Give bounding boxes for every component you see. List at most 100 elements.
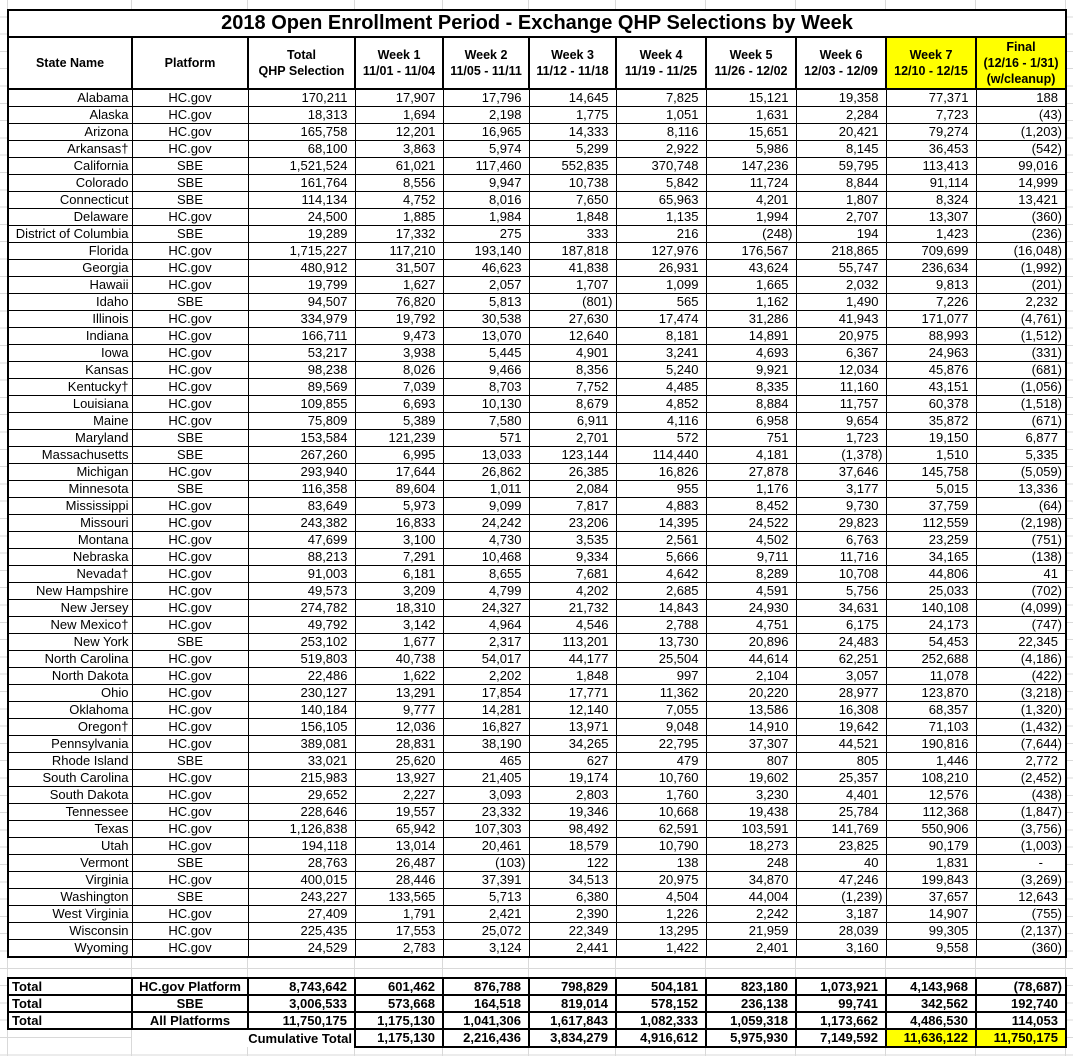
cell-value[interactable]: 24,173 (885, 616, 977, 634)
cell-value[interactable]: 1,510 (885, 446, 977, 464)
cell-value[interactable]: 3,177 (795, 480, 887, 498)
cell-value[interactable]: 89,604 (354, 480, 444, 498)
cell-value[interactable]: (751) (975, 531, 1067, 549)
cell-state-name[interactable]: Utah (7, 837, 133, 855)
cell-value[interactable]: (360) (975, 939, 1067, 958)
cell-value[interactable]: 7,291 (354, 548, 444, 566)
cell-platform[interactable]: HC.gov (131, 735, 249, 753)
cell-total-platform[interactable]: SBE (131, 994, 249, 1013)
cell-total-platform[interactable]: HC.gov Platform (131, 977, 249, 996)
cell-platform[interactable]: HC.gov (131, 803, 249, 821)
cell-value[interactable]: (360) (975, 208, 1067, 226)
cell-value[interactable]: 7,681 (528, 565, 617, 583)
cell-value[interactable]: 113,413 (885, 157, 977, 175)
cell-value[interactable]: 627 (528, 752, 617, 770)
cell-value[interactable]: 188 (975, 88, 1067, 107)
cell-value[interactable]: 12,640 (528, 327, 617, 345)
cell-value[interactable]: 30,538 (442, 310, 530, 328)
cell-value[interactable]: 18,310 (354, 599, 444, 617)
cell-value[interactable]: 61,021 (354, 157, 444, 175)
cell-value[interactable]: 19,792 (354, 310, 444, 328)
cell-value[interactable]: 8,016 (442, 191, 530, 209)
cell-value[interactable]: (681) (975, 361, 1067, 379)
cell-value[interactable]: (16,048) (975, 242, 1067, 260)
cell-value[interactable]: 20,975 (615, 871, 707, 889)
cell-value[interactable]: 4,901 (528, 344, 617, 362)
cell-value[interactable]: 7,825 (615, 88, 707, 107)
cell-state-name[interactable]: Colorado (7, 174, 133, 192)
cell-value[interactable]: 2,803 (528, 786, 617, 804)
cell-cumulative-value[interactable]: 3,834,279 (528, 1028, 617, 1048)
cell-value[interactable]: 1,665 (705, 276, 797, 294)
cell-value[interactable]: 20,461 (442, 837, 530, 855)
cell-value[interactable]: 17,553 (354, 922, 444, 940)
cell-value[interactable]: 16,833 (354, 514, 444, 532)
cell-value[interactable]: 43,624 (705, 259, 797, 277)
cell-value[interactable]: 2,922 (615, 140, 707, 158)
cell-value[interactable]: 4,181 (705, 446, 797, 464)
cell-state-name[interactable]: New Jersey (7, 599, 133, 617)
cell-total-value[interactable]: 1,175,130 (354, 1011, 444, 1030)
cell-total-platform[interactable]: All Platforms (131, 1011, 249, 1030)
cell-value[interactable]: 114,134 (247, 191, 356, 209)
cell-value[interactable]: 10,760 (615, 769, 707, 787)
cell-value[interactable]: 29,823 (795, 514, 887, 532)
cell-value[interactable]: 216 (615, 225, 707, 243)
cell-value[interactable]: 28,977 (795, 684, 887, 702)
cell-value[interactable]: 26,862 (442, 463, 530, 481)
cell-value[interactable]: 1,848 (528, 208, 617, 226)
cell-value[interactable]: 1,051 (615, 106, 707, 124)
cell-total-value[interactable]: 1,617,843 (528, 1011, 617, 1030)
cell-state-name[interactable]: District of Columbia (7, 225, 133, 243)
cell-value[interactable]: 21,959 (705, 922, 797, 940)
cell-value[interactable]: 9,466 (442, 361, 530, 379)
cell-value[interactable]: 11,160 (795, 378, 887, 396)
cell-state-name[interactable]: Connecticut (7, 191, 133, 209)
cell-value[interactable]: 2,701 (528, 429, 617, 447)
cell-value[interactable]: 62,591 (615, 820, 707, 838)
cell-value[interactable]: 3,863 (354, 140, 444, 158)
cell-value[interactable]: 1,226 (615, 905, 707, 923)
cell-value[interactable]: 40,738 (354, 650, 444, 668)
cell-value[interactable]: 77,371 (885, 88, 977, 107)
cell-total-value[interactable]: 192,740 (975, 994, 1067, 1013)
cell-value[interactable]: 13,070 (442, 327, 530, 345)
cell-value[interactable]: 75,809 (247, 412, 356, 430)
cell-value[interactable]: (755) (975, 905, 1067, 923)
cell-platform[interactable]: HC.gov (131, 599, 249, 617)
cell-value[interactable]: 123,870 (885, 684, 977, 702)
cell-value[interactable]: 17,796 (442, 88, 530, 107)
cell-value[interactable]: 3,187 (795, 905, 887, 923)
cell-value[interactable]: 2,561 (615, 531, 707, 549)
cell-value[interactable]: 11,078 (885, 667, 977, 685)
cell-value[interactable]: 7,752 (528, 378, 617, 396)
cell-total-value[interactable]: 8,743,642 (247, 977, 356, 996)
cell-value[interactable]: 37,646 (795, 463, 887, 481)
cell-value[interactable]: 166,711 (247, 327, 356, 345)
cell-value[interactable]: 4,401 (795, 786, 887, 804)
cell-value[interactable]: 10,708 (795, 565, 887, 583)
cell-value[interactable]: 6,693 (354, 395, 444, 413)
cell-platform[interactable]: HC.gov (131, 514, 249, 532)
cell-state-name[interactable]: Indiana (7, 327, 133, 345)
cell-value[interactable]: (7,644) (975, 735, 1067, 753)
cell-value[interactable]: 24,483 (795, 633, 887, 651)
cell-value[interactable]: (4,099) (975, 599, 1067, 617)
cell-platform[interactable]: HC.gov (131, 412, 249, 430)
cell-value[interactable]: 199,843 (885, 871, 977, 889)
cell-value[interactable]: 6,958 (705, 412, 797, 430)
cell-value[interactable]: 24,930 (705, 599, 797, 617)
cell-value[interactable]: 5,974 (442, 140, 530, 158)
cell-value[interactable]: 709,699 (885, 242, 977, 260)
cell-value[interactable]: 1,715,227 (247, 242, 356, 260)
cell-state-name[interactable]: New York (7, 633, 133, 651)
cell-value[interactable]: 165,758 (247, 123, 356, 141)
cell-total-value[interactable]: 876,788 (442, 977, 530, 996)
cell-state-name[interactable]: Arkansas† (7, 140, 133, 158)
cell-value[interactable]: 47,699 (247, 531, 356, 549)
cell-state-name[interactable]: Texas (7, 820, 133, 838)
cell-total-value[interactable]: 3,006,533 (247, 994, 356, 1013)
cell-value[interactable]: 6,181 (354, 565, 444, 583)
cell-value[interactable]: 14,910 (705, 718, 797, 736)
cell-platform[interactable]: HC.gov (131, 344, 249, 362)
